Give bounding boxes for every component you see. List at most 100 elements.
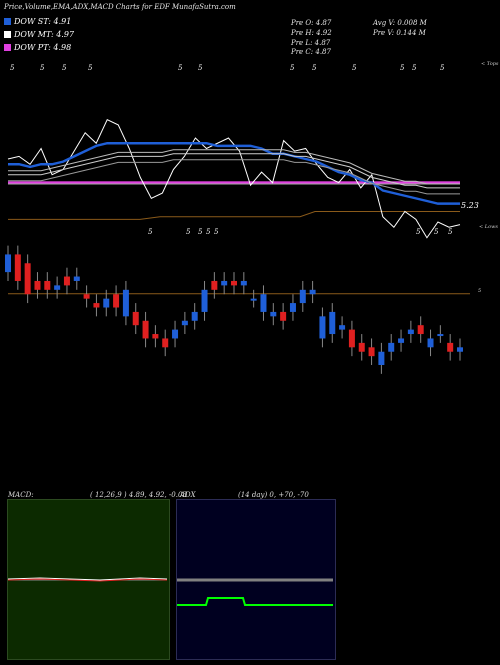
top-dot-10: 5 xyxy=(412,64,417,72)
top-dot-8: 5 xyxy=(352,64,357,72)
adx-params: (14 day) 0, +70, -70 xyxy=(238,491,309,499)
candle-body-20 xyxy=(201,289,208,312)
stat-prev-low: Pre L: 4.87 xyxy=(291,39,331,47)
bottom-dot-2: 5 xyxy=(198,228,203,236)
stat-prev-open: Pre O: 4.87 xyxy=(291,19,332,27)
candle-body-3 xyxy=(34,280,41,290)
series-line-dow-mt xyxy=(8,153,460,189)
series-line-dow-mt-lower xyxy=(8,159,460,195)
macd-line xyxy=(7,577,168,581)
candle-body-46 xyxy=(457,347,463,352)
legend-swatch-st xyxy=(4,18,11,25)
series-line-dow-mt-upper xyxy=(8,149,460,185)
legend-dow-mt: DOW MT: 4.97 xyxy=(4,30,74,39)
bottom-dot-4: 5 xyxy=(214,228,219,236)
adx-chart xyxy=(177,578,333,606)
stat-prev-high: Pre H: 4.92 xyxy=(291,29,332,37)
support-line xyxy=(8,211,460,220)
candle-body-23 xyxy=(231,280,237,286)
candle-body-6 xyxy=(63,276,70,286)
series-line-dow-st xyxy=(8,142,460,205)
candle-body-9 xyxy=(93,303,100,308)
top-dot-0: 5 xyxy=(10,64,15,72)
candle-body-5 xyxy=(54,285,61,290)
candle-body-18 xyxy=(181,320,188,326)
top-dot-3: 5 xyxy=(88,64,93,72)
legend-swatch-pt xyxy=(4,44,11,51)
candle-body-19 xyxy=(191,311,198,321)
candle-body-38 xyxy=(378,351,385,365)
candle-body-37 xyxy=(368,347,375,357)
price-chart: 5 5 5 5 5 5 5 5 5 5 5 55 5 5 5 5 5 5 5 xyxy=(5,64,470,374)
price-label: 5.23 xyxy=(461,201,479,210)
candle-body-21 xyxy=(211,280,218,290)
candle-body-39 xyxy=(388,342,395,352)
candle-body-25 xyxy=(250,298,257,301)
candle-body-40 xyxy=(398,338,405,343)
macd-signal-line xyxy=(7,578,168,582)
candle-body-8 xyxy=(83,294,90,299)
bottom-dot-3: 5 xyxy=(206,228,211,236)
tops-marker: < Tops xyxy=(481,61,499,67)
legend-label-mt: DOW MT: 4.97 xyxy=(14,30,75,39)
mid-price-label: 5 xyxy=(478,288,482,294)
candle-body-29 xyxy=(289,303,296,312)
candle-body-2 xyxy=(24,263,31,295)
candle-body-28 xyxy=(280,311,287,321)
legend-dow-st: DOW ST: 4.91 xyxy=(4,17,71,26)
legend-swatch-mt xyxy=(4,31,11,38)
candle-body-22 xyxy=(221,280,228,286)
top-dot-1: 5 xyxy=(40,64,45,72)
candle-body-7 xyxy=(73,276,80,281)
candle-body-30 xyxy=(299,289,306,304)
candle-body-10 xyxy=(103,298,110,308)
series-line-price xyxy=(7,118,461,239)
candle-body-41 xyxy=(407,329,414,335)
candle-body-13 xyxy=(132,311,139,326)
candle-body-12 xyxy=(122,289,129,317)
candle-body-35 xyxy=(348,329,355,348)
candle-body-24 xyxy=(240,280,247,286)
top-dot-4: 5 xyxy=(178,64,183,72)
top-dot-2: 5 xyxy=(62,64,67,72)
chart-title: Price,Volume,EMA,ADX,MACD Charts for EDF… xyxy=(4,3,236,11)
candle-body-16 xyxy=(162,338,169,348)
top-dot-9: 5 xyxy=(400,64,405,72)
stat-prev-close: Pre C: 4.87 xyxy=(291,48,331,56)
adx-plus-di-line xyxy=(177,597,333,606)
candle-body-4 xyxy=(44,280,51,290)
lows-marker: < Lows xyxy=(479,224,498,230)
legend-label-st: DOW ST: 4.91 xyxy=(14,17,72,26)
bottom-dot-5: 5 xyxy=(416,228,421,236)
candle-body-1 xyxy=(14,254,21,281)
adx-label: ADX xyxy=(180,491,196,499)
bottom-dot-7: 5 xyxy=(448,228,453,236)
candle-body-43 xyxy=(427,338,434,348)
candle-body-42 xyxy=(417,325,424,335)
candle-body-36 xyxy=(358,342,365,352)
candle-body-31 xyxy=(309,289,316,295)
stat-prev-volume: Pre V: 0.144 M xyxy=(373,29,426,37)
pt-band xyxy=(8,181,460,185)
macd-params: ( 12,26,9 ) 4.89, 4.92, -0.03 xyxy=(90,491,187,499)
bottom-dot-1: 5 xyxy=(186,228,191,236)
candle-body-26 xyxy=(260,294,267,312)
legend-label-pt: DOW PT: 4.98 xyxy=(14,43,72,52)
candle-body-17 xyxy=(172,329,179,339)
candle-body-11 xyxy=(113,294,120,308)
macd-chart xyxy=(7,577,168,582)
candle-body-27 xyxy=(270,311,277,317)
candle-body-0 xyxy=(5,254,11,273)
candle-body-14 xyxy=(142,320,149,339)
top-dot-6: 5 xyxy=(290,64,295,72)
stat-avg-volume: Avg V: 0.008 M xyxy=(373,19,427,27)
macd-label: MACD: xyxy=(8,491,34,499)
candle-body-45 xyxy=(447,342,454,352)
candle-body-44 xyxy=(437,334,444,337)
candle-body-15 xyxy=(152,334,159,339)
candle-body-34 xyxy=(339,325,346,330)
bottom-dot-6: 5 xyxy=(434,228,439,236)
top-dot-11: 5 xyxy=(440,64,445,72)
candle-body-33 xyxy=(329,311,336,335)
top-dot-7: 5 xyxy=(312,64,317,72)
